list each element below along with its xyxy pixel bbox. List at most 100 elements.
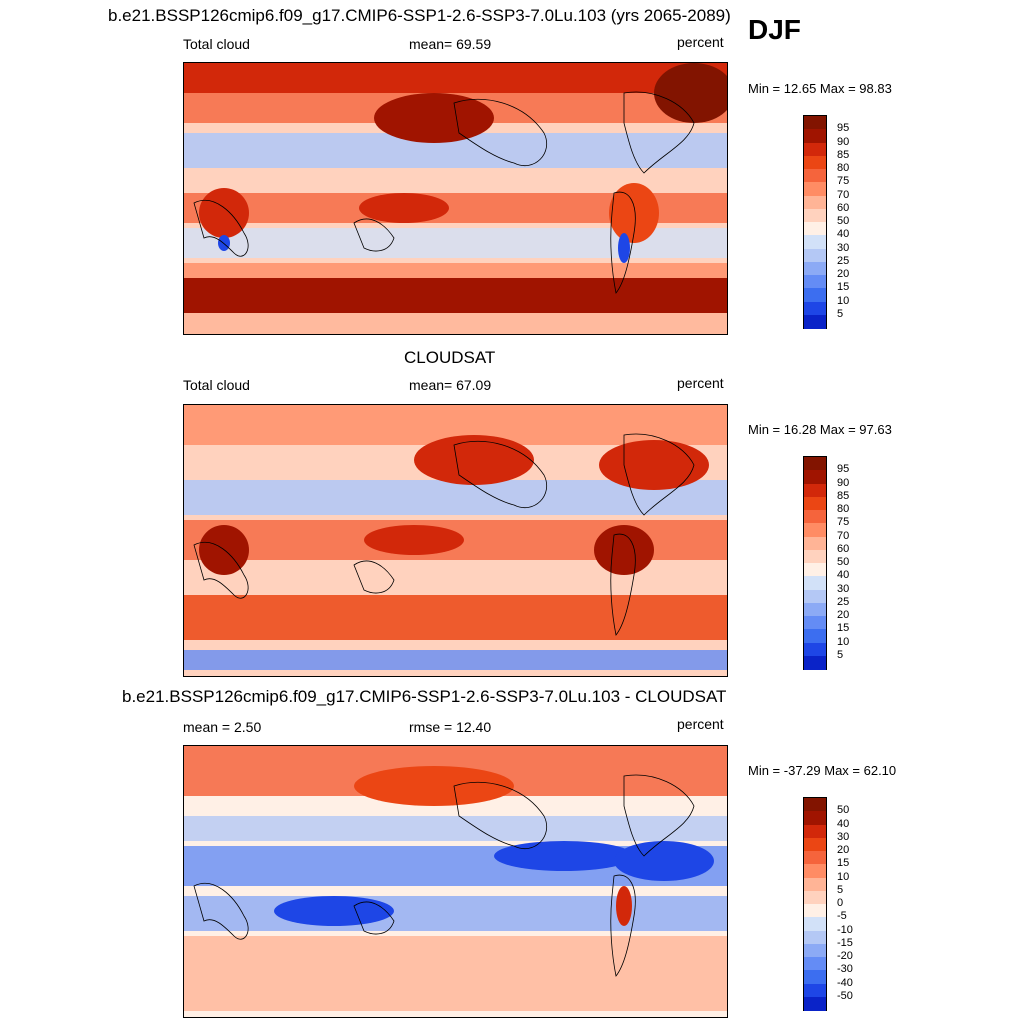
coastline [623, 433, 695, 516]
colorbar-tick-label: 30 [837, 241, 850, 254]
panel-1-title: b.e21.BSSP126cmip6.f09_g17.CMIP6-SSP1-2.… [108, 6, 731, 25]
colorbar-tick-label: 5 [837, 883, 844, 896]
coastline [610, 191, 636, 294]
colorbar-box [804, 563, 826, 577]
field-blob [654, 63, 727, 123]
colorbar-box [804, 824, 826, 839]
panel-2-units-label: percent [677, 375, 724, 391]
colorbar-box [804, 457, 826, 471]
colorbar-box [804, 470, 826, 484]
coastline [623, 91, 695, 174]
colorbar-tick-label: 10 [837, 635, 850, 648]
colorbar-tick-label: 20 [837, 844, 850, 856]
colorbar-tick-label: 25 [837, 595, 850, 608]
field-blob [594, 525, 654, 575]
colorbar-box [804, 930, 826, 945]
panel-3-map [183, 745, 728, 1018]
colorbar-tick-label: 0 [837, 897, 844, 909]
coastline [610, 533, 636, 636]
panel-3-colorbar: 50 40 30 20 15 10 5 0 -5 -10 -15 -20 -30 -40 -50 [803, 797, 853, 1011]
field-band [184, 650, 727, 670]
coastline [353, 901, 395, 935]
colorbar-tick-label: 15 [837, 857, 850, 870]
panel-1-colorbar: 95 90 85 80 75 70 60 50 40 30 25 20 15 10 5 [803, 115, 849, 329]
panel-2-title: CLOUDSAT [404, 348, 496, 367]
panel-3-minmax-label: Min = -37.29 Max = 62.10 [748, 763, 897, 778]
coastline [453, 781, 547, 849]
field-blob [494, 841, 634, 871]
colorbar-tick-label: 60 [837, 542, 850, 555]
colorbar-tick-label: 90 [837, 476, 850, 489]
field-blob [354, 766, 514, 806]
field-band [184, 565, 727, 595]
field-blob [199, 188, 249, 238]
coastline [453, 98, 547, 166]
colorbar-box [804, 629, 826, 643]
field-band [184, 936, 727, 1011]
colorbar-tick-label: 10 [837, 294, 850, 307]
colorbar-tick-label: 40 [837, 569, 850, 582]
colorbar-box [804, 510, 826, 524]
colorbar-tick-label: 85 [837, 489, 850, 502]
colorbar-box [804, 155, 826, 170]
colorbar-box [804, 864, 826, 878]
coastline [193, 883, 249, 940]
field-band [184, 816, 727, 841]
field-blob [599, 440, 709, 490]
colorbar-tick-label: 20 [837, 268, 850, 280]
field-blob [618, 233, 630, 263]
field-blob [614, 841, 714, 881]
colorbar-tick-label: 95 [837, 463, 850, 476]
colorbar-tick-label: 90 [837, 135, 850, 148]
colorbar-tick-label: 70 [837, 188, 850, 201]
colorbar-box [804, 917, 826, 931]
colorbar-box [804, 970, 826, 984]
panel-2-map-field [184, 405, 727, 676]
colorbar-tick-label: 95 [837, 122, 850, 135]
colorbar-box [804, 483, 826, 498]
colorbar-tick-label: 75 [837, 175, 850, 188]
colorbar-tick-label: 70 [837, 529, 850, 542]
colorbar-box [804, 983, 826, 998]
colorbar-box [804, 943, 826, 958]
panel-3-map-field [184, 746, 727, 1017]
panel-3-rmse-label: rmse = 12.40 [409, 719, 492, 735]
panel-2-colorbar: 95 90 85 80 75 70 60 50 40 30 25 20 15 10 5 [803, 456, 849, 670]
colorbar-tick-label: 50 [837, 804, 850, 817]
colorbar-tick-label: 15 [837, 622, 850, 635]
colorbar-tick-label: 5 [837, 648, 844, 661]
panel-1-map [183, 62, 728, 335]
colorbar-box [804, 589, 826, 604]
colorbar-tick-label: -20 [837, 950, 853, 962]
panel-3-units-label: percent [677, 716, 724, 732]
colorbar-tick-label: 80 [837, 503, 850, 515]
colorbar-tick-label: -15 [837, 936, 853, 949]
colorbar-box [804, 904, 826, 918]
panel-3-title: b.e21.BSSP126cmip6.f09_g17.CMIP6-SSP1-2.… [122, 687, 727, 706]
colorbar-tick-label: 30 [837, 830, 850, 843]
panel-2-map [183, 404, 728, 677]
colorbar-tick-label: 15 [837, 281, 850, 294]
field-blob [616, 886, 632, 926]
colorbar-box [804, 235, 826, 249]
season-label: DJF [748, 14, 801, 45]
colorbar-tick-label: 85 [837, 148, 850, 161]
panel-1-mean-label: mean= 69.59 [409, 36, 492, 52]
colorbar-box [804, 261, 826, 276]
colorbar-box [804, 837, 826, 852]
colorbar-tick-label: -10 [837, 923, 853, 936]
panel-2-minmax-label: Min = 16.28 Max = 97.63 [748, 422, 892, 437]
colorbar-box [804, 602, 826, 617]
panel-1-minmax-label: Min = 12.65 Max = 98.83 [748, 81, 892, 96]
colorbar-tick-label: 60 [837, 201, 850, 214]
coastline [353, 560, 395, 594]
coastline [623, 774, 695, 857]
colorbar-box [804, 549, 826, 564]
field-blob [414, 435, 534, 485]
colorbar-box [804, 222, 826, 236]
field-band-southern-ocean [184, 278, 727, 313]
colorbar-box [804, 811, 826, 825]
field-band-north [184, 63, 727, 93]
colorbar-box [804, 301, 826, 316]
colorbar-tick-label: 30 [837, 582, 850, 595]
